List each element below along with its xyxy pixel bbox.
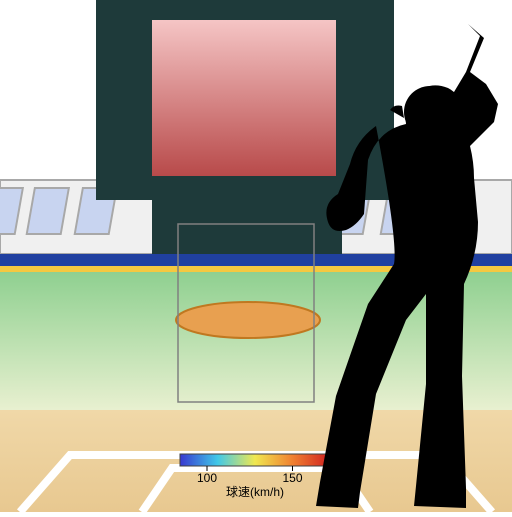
pitch-diagram: 100 150 球速(km/h) xyxy=(0,0,512,512)
legend-label: 球速(km/h) xyxy=(226,485,284,499)
legend-tick: 150 xyxy=(282,471,302,485)
pitchers-mound xyxy=(176,302,320,338)
legend-tick: 100 xyxy=(197,471,217,485)
scene-svg: 100 150 球速(km/h) xyxy=(0,0,512,512)
